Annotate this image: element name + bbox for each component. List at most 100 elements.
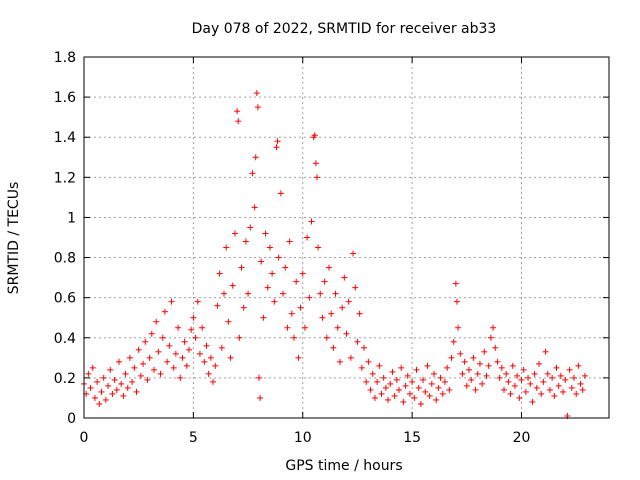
data-point xyxy=(328,310,335,317)
data-point xyxy=(238,264,245,271)
data-point xyxy=(282,264,289,271)
data-point xyxy=(581,372,588,379)
data-point xyxy=(487,334,494,341)
data-point xyxy=(234,108,241,115)
data-point xyxy=(483,372,490,379)
data-point xyxy=(546,386,553,393)
data-point xyxy=(400,398,407,405)
data-point xyxy=(252,154,259,161)
data-point xyxy=(275,254,282,261)
data-point xyxy=(274,138,281,145)
data-point xyxy=(207,354,214,361)
data-point xyxy=(485,362,492,369)
data-point xyxy=(249,170,256,177)
plot-frame xyxy=(83,56,610,419)
data-point xyxy=(573,390,580,397)
data-point xyxy=(214,302,221,309)
data-point xyxy=(536,360,542,367)
data-point xyxy=(192,334,199,341)
data-point xyxy=(257,394,264,401)
data-point xyxy=(137,372,144,379)
x-tick-labels: 0 5 10 15 20 xyxy=(80,430,531,446)
data-point xyxy=(352,284,359,291)
data-point xyxy=(98,388,105,395)
data-point xyxy=(363,378,370,385)
data-point xyxy=(457,350,464,357)
data-point xyxy=(210,378,217,385)
data-point xyxy=(450,338,457,345)
data-point xyxy=(277,190,284,197)
data-point xyxy=(116,358,122,365)
data-point xyxy=(424,362,431,369)
data-point xyxy=(387,380,394,387)
y-tick-label: 1.4 xyxy=(54,130,76,146)
data-point xyxy=(380,374,387,381)
data-point xyxy=(560,388,567,395)
data-point xyxy=(455,324,462,331)
data-point xyxy=(474,370,481,377)
data-point xyxy=(553,364,560,371)
data-point xyxy=(476,360,483,367)
data-point xyxy=(135,346,142,353)
data-point xyxy=(118,380,125,387)
y-tick-label: 0 xyxy=(67,411,76,427)
y-tick-label: 0.4 xyxy=(54,331,76,347)
data-point xyxy=(533,384,540,391)
data-point xyxy=(529,398,536,405)
data-point xyxy=(313,174,320,181)
data-point xyxy=(183,362,190,369)
data-point xyxy=(199,324,206,331)
data-point xyxy=(441,378,448,385)
data-point xyxy=(435,384,442,391)
data-point xyxy=(437,374,444,381)
data-point xyxy=(295,354,302,361)
data-point xyxy=(140,360,147,367)
data-point xyxy=(393,376,400,383)
data-point xyxy=(341,274,348,281)
data-point xyxy=(301,324,308,331)
data-point xyxy=(304,234,311,241)
data-point xyxy=(385,396,392,403)
data-point xyxy=(542,348,549,355)
data-point xyxy=(201,358,208,365)
data-point xyxy=(203,342,210,349)
data-point xyxy=(264,284,271,291)
data-point xyxy=(221,290,227,297)
data-point xyxy=(218,344,225,351)
data-point xyxy=(540,378,547,385)
data-point xyxy=(411,394,418,401)
data-point xyxy=(505,378,512,385)
data-point xyxy=(240,304,247,311)
data-point xyxy=(404,372,411,379)
data-point xyxy=(87,384,94,391)
data-point xyxy=(496,374,503,381)
data-point xyxy=(100,374,107,381)
data-point xyxy=(509,362,516,369)
data-point xyxy=(433,396,440,403)
data-point xyxy=(336,358,343,365)
data-point xyxy=(391,392,398,399)
data-point xyxy=(126,354,133,361)
data-point xyxy=(142,338,149,345)
data-point xyxy=(286,238,293,245)
data-point xyxy=(254,104,261,111)
data-point xyxy=(155,348,162,355)
y-tick-label: 1 xyxy=(67,210,76,226)
data-point xyxy=(260,314,267,321)
data-point xyxy=(109,390,116,397)
data-point xyxy=(269,270,276,277)
data-point xyxy=(131,364,138,371)
data-point xyxy=(354,338,361,345)
data-point xyxy=(345,298,352,305)
data-point xyxy=(501,386,507,393)
data-point xyxy=(168,298,175,305)
data-point xyxy=(562,376,569,383)
data-point xyxy=(266,244,273,251)
data-point xyxy=(153,318,160,325)
data-point xyxy=(398,364,405,371)
data-point xyxy=(326,264,332,271)
data-point xyxy=(481,348,488,355)
y-tick-label: 1.8 xyxy=(54,50,76,66)
data-point xyxy=(159,334,166,341)
data-point xyxy=(525,374,532,381)
